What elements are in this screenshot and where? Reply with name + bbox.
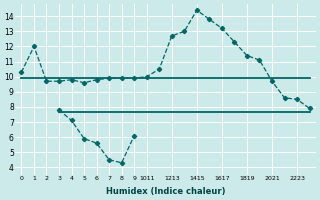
X-axis label: Humidex (Indice chaleur): Humidex (Indice chaleur)	[106, 187, 225, 196]
